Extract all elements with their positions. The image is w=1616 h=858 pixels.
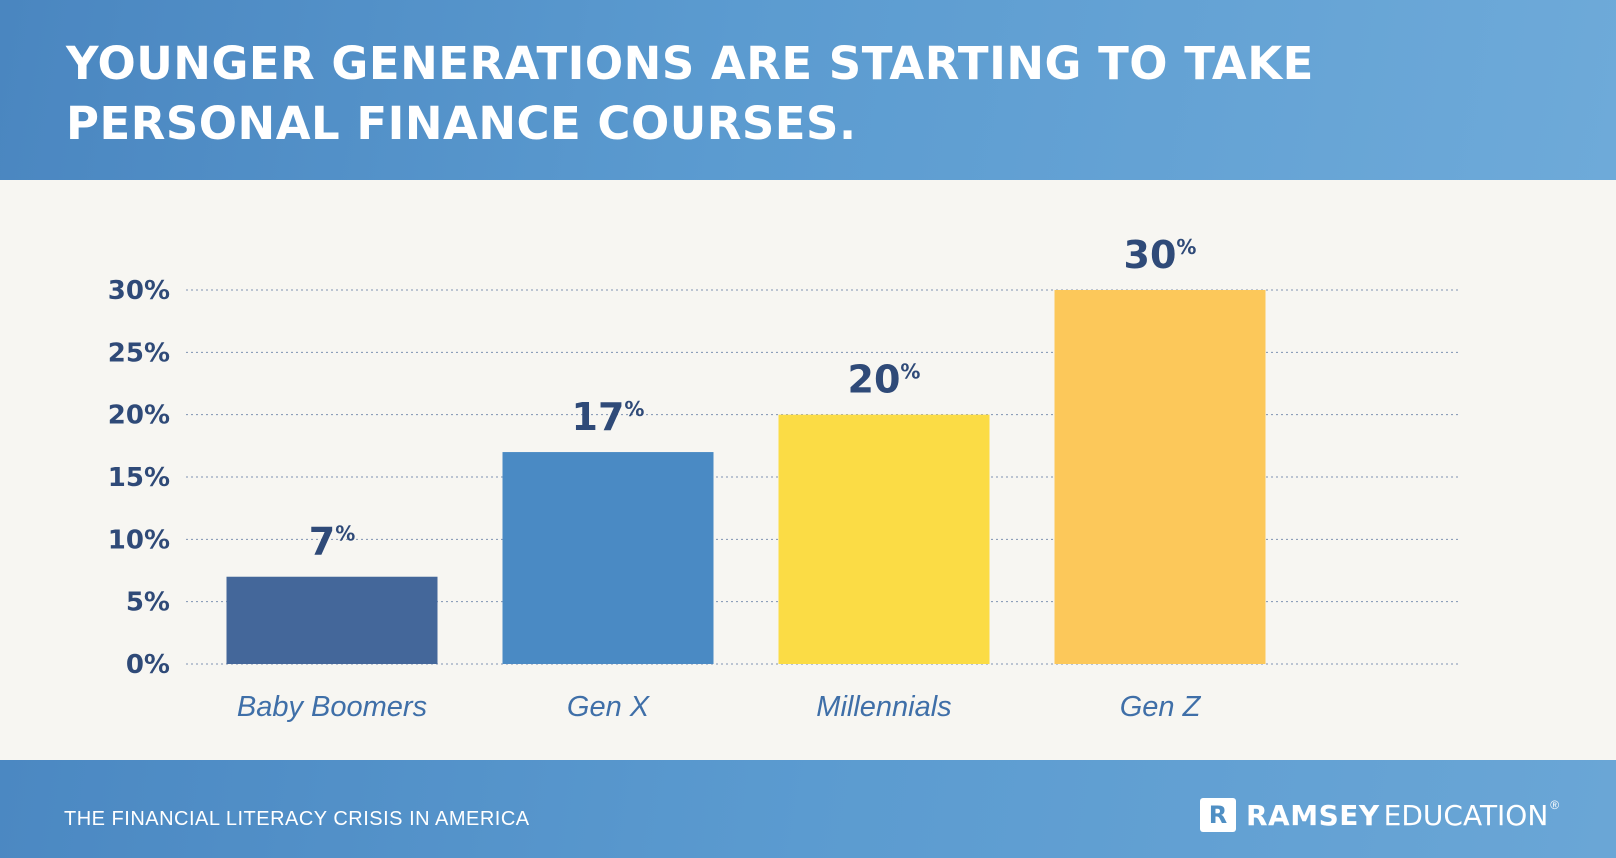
value-label: 7% <box>309 520 356 564</box>
value-label: 17% <box>572 395 645 439</box>
x-category-label: Gen X <box>567 691 651 723</box>
brand-trademark: ® <box>1550 798 1560 812</box>
value-label: 20% <box>848 358 921 402</box>
x-category-label: Millennials <box>816 691 951 723</box>
bar <box>1054 290 1266 664</box>
x-category-label: Baby Boomers <box>237 691 427 723</box>
y-tick-label: 10% <box>108 525 170 555</box>
ramsey-education-logo: R RAMSEY EDUCATION ® <box>1200 798 1559 832</box>
ramsey-logo-icon: R <box>1200 798 1236 832</box>
value-label: 30% <box>1124 233 1197 277</box>
page-title: YOUNGER GENERATIONS ARE STARTING TO TAKE… <box>66 37 1314 150</box>
footer-source: THE FINANCIAL LITERACY CRISIS IN AMERICA <box>64 808 530 830</box>
y-tick-label: 25% <box>108 338 170 368</box>
y-tick-label: 15% <box>108 463 170 493</box>
y-tick-label: 5% <box>126 588 170 618</box>
header-band <box>0 0 1616 200</box>
brand-name-bold: RAMSEY <box>1246 798 1380 832</box>
bar <box>778 414 990 664</box>
y-tick-label: 30% <box>108 276 170 306</box>
brand-name-light: EDUCATION <box>1383 798 1549 832</box>
y-tick-label: 20% <box>108 401 170 431</box>
footer-band <box>0 760 1616 858</box>
bar <box>226 576 438 664</box>
bar <box>502 452 714 664</box>
y-tick-label: 0% <box>126 650 170 680</box>
x-category-label: Gen Z <box>1120 691 1202 723</box>
